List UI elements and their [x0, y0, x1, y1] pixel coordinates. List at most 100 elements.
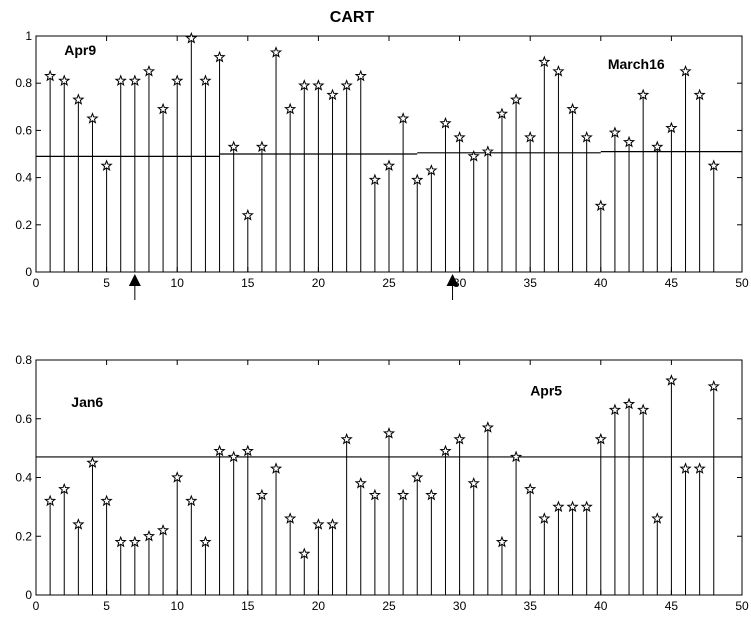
data-point-star: [524, 131, 537, 143]
data-point-star: [580, 131, 593, 143]
y-tick-label: 0.2: [15, 218, 32, 232]
data-point-star: [86, 112, 99, 124]
data-point-star: [411, 471, 424, 483]
data-point-star: [298, 79, 311, 91]
data-point-star: [199, 535, 212, 548]
y-tick-label: 0.8: [15, 353, 32, 367]
x-tick-label: 45: [665, 599, 679, 613]
data-point-star: [382, 159, 396, 172]
data-point-star: [269, 46, 283, 58]
y-tick-label: 0.6: [15, 412, 32, 426]
y-tick-label: 0.6: [15, 123, 32, 137]
data-point-star: [128, 74, 141, 87]
data-point-star: [594, 432, 607, 445]
data-point-star: [566, 500, 579, 513]
x-tick-label: 25: [382, 276, 396, 290]
data-point-star: [651, 140, 664, 153]
data-point-star: [58, 482, 71, 495]
data-point-star: [637, 403, 650, 416]
data-point-star: [566, 102, 579, 115]
arrow-up-icon: [128, 274, 141, 286]
data-point-star: [114, 74, 127, 87]
data-point-star: [679, 64, 692, 77]
data-point-star: [44, 69, 57, 82]
x-tick-label: 10: [171, 599, 185, 613]
data-point-star: [481, 145, 494, 157]
data-point-star: [580, 500, 593, 513]
data-point-star: [608, 126, 622, 138]
y-tick-label: 0: [25, 265, 32, 279]
data-point-star: [425, 164, 438, 176]
data-point-star: [340, 432, 353, 445]
data-point-star: [509, 93, 523, 105]
data-point-star: [241, 444, 254, 457]
data-point-star: [241, 208, 254, 221]
x-tick-label: 20: [312, 599, 326, 613]
x-tick-label: 0: [33, 599, 40, 613]
data-point-star: [269, 462, 283, 474]
data-point-star: [594, 199, 607, 212]
data-point-star: [665, 374, 678, 386]
arrow-up-icon: [446, 274, 459, 286]
data-point-star: [354, 69, 367, 82]
data-point-star: [467, 149, 480, 162]
data-point-star: [622, 135, 636, 148]
data-point-star: [707, 159, 720, 172]
x-tick-label: 40: [594, 276, 608, 290]
x-tick-label: 0: [33, 276, 40, 290]
data-point-star: [439, 444, 452, 457]
data-point-star: [340, 79, 353, 91]
data-point-star: [651, 512, 664, 524]
chart-title: CART: [330, 9, 375, 26]
data-point-star: [171, 74, 184, 87]
data-point-star: [495, 535, 509, 548]
data-point-star: [326, 88, 339, 101]
x-tick-label: 35: [524, 599, 538, 613]
bottom-plot-panel: 0 5 10 15 20 25 30 35 40 45 50 0 0.2 0.4 0.6 0.8 Jan6 Apr…: [15, 353, 749, 613]
x-tick-label: 30: [453, 276, 467, 290]
data-point-star: [382, 427, 396, 439]
data-point-star: [552, 500, 565, 513]
data-point-star: [100, 494, 113, 507]
data-point-star: [142, 529, 156, 542]
data-point-star: [467, 476, 480, 489]
data-point-star: [326, 518, 339, 530]
data-point-star: [44, 494, 57, 507]
data-point-star: [185, 494, 198, 507]
x-tick-label: 5: [103, 276, 110, 290]
data-point-star: [693, 462, 706, 474]
x-tick-label: 50: [735, 276, 749, 290]
data-point-star: [637, 88, 650, 101]
data-point-star: [552, 64, 565, 77]
annotation-label: Apr9: [64, 42, 96, 58]
data-point-star: [425, 488, 438, 501]
data-point-star: [185, 31, 198, 44]
x-tick-label: 5: [103, 599, 110, 613]
data-point-star: [312, 518, 325, 530]
x-tick-label: 25: [382, 599, 396, 613]
data-point-star: [284, 512, 297, 524]
data-point-star: [156, 523, 170, 536]
data-point-star: [411, 173, 424, 186]
x-tick-label: 50: [735, 599, 749, 613]
data-point-star: [622, 397, 636, 410]
data-point-star: [171, 471, 184, 483]
data-point-star: [481, 421, 494, 433]
data-point-star: [142, 64, 156, 77]
data-point-star: [86, 456, 99, 469]
data-point-star: [199, 74, 212, 87]
top-plot-panel: 0 5 10 15 20 25 30 35 40 45 50 0 0.2 0.4 0.6 0.8 1 Apr9 Ma…: [15, 29, 749, 300]
data-point-star: [453, 432, 466, 445]
data-point-star: [312, 79, 325, 91]
data-point-star: [100, 159, 113, 172]
data-point-star: [284, 102, 297, 115]
data-point-star: [213, 50, 226, 63]
data-point-star: [298, 547, 311, 560]
x-tick-label: 15: [241, 276, 255, 290]
data-point-star: [156, 102, 170, 115]
data-point-star: [227, 450, 240, 463]
data-point-star: [693, 88, 706, 101]
data-point-star: [213, 444, 226, 457]
annotation-label: Apr5: [530, 382, 562, 398]
data-point-star: [509, 450, 523, 463]
